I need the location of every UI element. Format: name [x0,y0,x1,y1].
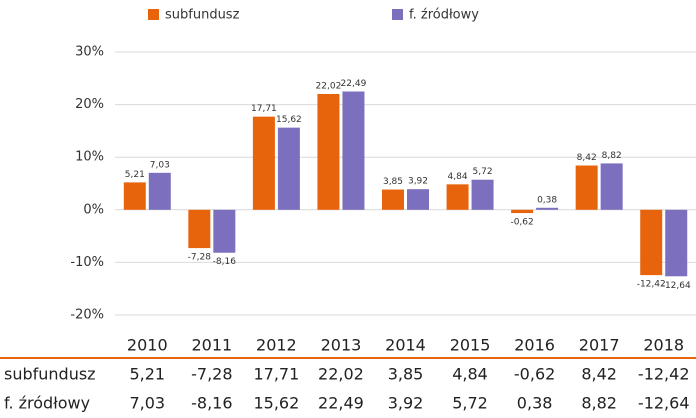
y-tick-label: 10% [75,150,104,165]
y-tick-label: 20% [75,97,104,112]
table-cell: 17,71 [253,365,299,384]
bar [252,116,275,210]
bar [446,184,469,210]
x-tick-label: 2010 [127,336,168,355]
data-label: 4,84 [448,172,468,182]
bar [471,179,494,210]
table-cell: 8,82 [581,394,617,413]
y-tick-label: 30% [75,45,104,60]
bar [600,163,623,210]
bar [640,209,663,276]
bar [511,209,534,214]
bar [188,209,211,249]
data-label: 7,03 [150,160,170,170]
data-label: 0,38 [537,195,557,205]
bar [123,182,146,210]
table-cell: 0,38 [517,394,553,413]
x-tick-label: 2015 [450,336,491,355]
table-cell: 15,62 [253,394,299,413]
table-cell: -8,16 [191,394,232,413]
table-cell: 7,03 [129,394,165,413]
x-tick-label: 2014 [385,336,426,355]
table-cell: 5,72 [452,394,488,413]
y-tick-label: -10% [70,255,104,270]
legend-swatch [392,9,403,20]
data-label: 5,72 [473,167,493,177]
data-label: -12,42 [637,280,666,290]
table-cell: 3,85 [388,365,424,384]
data-label: 22,49 [341,79,367,89]
data-label: 8,82 [602,151,622,161]
legend-label: subfundusz [165,8,240,23]
y-tick-label: 0% [83,202,104,217]
x-tick-label: 2017 [579,336,620,355]
bar [277,127,300,210]
table-cell: 4,84 [452,365,488,384]
x-tick-label: 2011 [191,336,232,355]
bar [342,91,365,210]
table-cell: 8,42 [581,365,617,384]
bar [536,207,559,210]
y-tick-label: -20% [70,308,104,323]
x-tick-label: 2013 [321,336,362,355]
data-label: 17,71 [251,104,277,114]
data-label: -0,62 [510,218,533,228]
data-label: -8,16 [213,257,237,267]
bar [665,209,688,277]
data-label: -7,28 [188,253,212,263]
bar [317,93,340,210]
table-cell: -12,42 [638,365,690,384]
data-label: 3,85 [383,177,403,187]
x-tick-label: 2016 [514,336,555,355]
bar [407,189,429,210]
bar [213,209,236,253]
bar [575,165,598,210]
data-label: 8,42 [577,153,597,163]
table-cell: 3,92 [388,394,424,413]
table-row-label: f. źródłowy [4,394,90,413]
data-label: 22,02 [316,81,342,91]
x-tick-label: 2018 [643,336,684,355]
data-label: 15,62 [276,115,302,125]
table-cell: -7,28 [191,365,232,384]
x-tick-label: 2012 [256,336,297,355]
bar [148,172,171,210]
legend-swatch [148,9,159,20]
table-cell: 5,21 [129,365,165,384]
bar [382,189,404,210]
data-label: -12,64 [662,281,691,291]
table-cell: 22,02 [318,365,364,384]
table-cell: -0,62 [514,365,555,384]
table-row-label: subfundusz [4,365,96,384]
data-label: 5,21 [125,170,145,180]
legend-label: f. źródłowy [409,8,479,23]
table-cell: -12,64 [638,394,690,413]
table-cell: 22,49 [318,394,364,413]
data-label: 3,92 [408,177,428,187]
